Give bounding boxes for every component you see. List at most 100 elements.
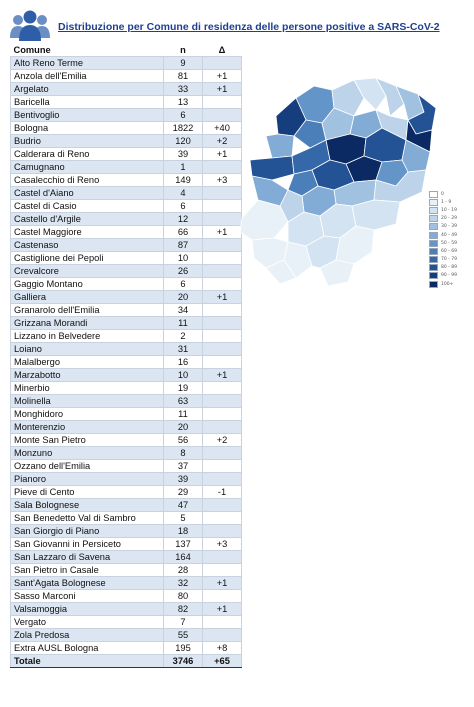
comune-cell: Anzola dell'Emilia [10,69,164,83]
legend-label: 70 - 79 [441,257,457,263]
count-cell: 37 [163,459,203,473]
table-row: Galliera 20 +1 [10,290,242,304]
count-cell: 55 [163,628,203,642]
count-cell: 12 [163,212,203,226]
comune-cell: Gaggio Montano [10,277,164,291]
count-cell: 10 [163,368,203,382]
table-row: Calderara di Reno 39 +1 [10,147,242,161]
count-cell: 10 [163,251,203,265]
table-row: Extra AUSL Bologna 195 +8 [10,641,242,655]
delta-cell [202,329,242,343]
table-row: Castello d'Argile 12 [10,212,242,226]
count-cell: 6 [163,199,203,213]
map-region [405,119,433,153]
legend-item: 30 - 39 [429,223,457,231]
table-row: Casalecchio di Reno 149 +3 [10,173,242,187]
count-cell: 56 [163,433,203,447]
delta-cell [202,511,242,525]
table-row: Malalbergo 16 [10,355,242,369]
count-cell: 39 [163,147,203,161]
table-row: Sant'Agata Bolognese 32 +1 [10,576,242,590]
comune-cell: Lizzano in Belvedere [10,329,164,343]
legend-label: 0 [441,191,444,197]
legend-item: 80 - 89 [429,264,457,272]
delta-cell [202,472,242,486]
delta-cell [202,446,242,460]
legend-swatch [429,231,438,239]
comune-cell: Castel di Casio [10,199,164,213]
legend-swatch [429,190,438,198]
total-n: 3746 [163,654,203,668]
comune-cell: Monterenzio [10,420,164,434]
map-region [265,259,297,285]
legend-label: 40 - 49 [441,232,457,238]
legend-label: 50 - 59 [441,240,457,246]
table-row: Bologna 1822 +40 [10,121,242,135]
comune-cell: Sant'Agata Bolognese [10,576,164,590]
count-cell: 1822 [163,121,203,135]
total-row: Totale 3746 +65 [10,654,242,668]
table-body: Alto Reno Terme 9 Anzola dell'Emilia 81 +1 Ar… [10,56,242,655]
comune-cell: Castenaso [10,238,164,252]
count-cell: 8 [163,446,203,460]
count-cell: 32 [163,576,203,590]
delta-cell: +2 [202,433,242,447]
people-group-icon [10,10,50,41]
delta-cell [202,394,242,408]
table-row: Budrio 120 +2 [10,134,242,148]
delta-cell: +1 [202,82,242,96]
comune-cell: Monzuno [10,446,164,460]
delta-cell: +3 [202,537,242,551]
comune-cell: Galliera [10,290,164,304]
legend-swatch [429,223,438,231]
delta-cell [202,615,242,629]
table-row: Grizzana Morandi 11 [10,316,242,330]
map-region [265,133,295,159]
legend-item: 60 - 69 [429,247,457,255]
comune-cell: Casalecchio di Reno [10,173,164,187]
table-row: San Giorgio di Piano 18 [10,524,242,538]
legend-item: 50 - 59 [429,239,457,247]
delta-cell [202,355,242,369]
column-header-delta: Δ [202,44,242,57]
comune-cell: San Pietro in Casale [10,563,164,577]
table-row: Crevalcore 26 [10,264,242,278]
count-cell: 13 [163,95,203,109]
table-row: Bentivoglio 6 [10,108,242,122]
table-row: Ozzano dell'Emilia 37 [10,459,242,473]
province-choropleth-map [239,77,437,287]
comune-cell: Zola Predosa [10,628,164,642]
delta-cell [202,342,242,356]
legend-swatch [429,280,438,288]
count-cell: 20 [163,420,203,434]
legend-label: 90 - 99 [441,273,457,279]
total-delta: +65 [202,654,242,668]
delta-cell [202,238,242,252]
count-cell: 1 [163,160,203,174]
count-cell: 5 [163,511,203,525]
delta-cell [202,56,242,70]
table-row: Sala Bolognese 47 [10,498,242,512]
delta-cell [202,420,242,434]
comune-cell: Minerbio [10,381,164,395]
legend-swatch [429,239,438,247]
table-row: Vergato 7 [10,615,242,629]
count-cell: 20 [163,290,203,304]
comune-cell: Crevalcore [10,264,164,278]
count-cell: 2 [163,329,203,343]
table-row: San Benedetto Val di Sambro 5 [10,511,242,525]
comune-cell: Argelato [10,82,164,96]
count-cell: 7 [163,615,203,629]
table-row: Castiglione dei Pepoli 10 [10,251,242,265]
count-cell: 6 [163,277,203,291]
legend-item: 90 - 99 [429,272,457,280]
delta-cell: +1 [202,602,242,616]
legend-swatch [429,272,438,280]
delta-cell: +1 [202,368,242,382]
delta-cell [202,108,242,122]
legend-item: 10 - 19 [429,206,457,214]
legend-swatch [429,247,438,255]
table-row: Castel di Casio 6 [10,199,242,213]
delta-cell [202,498,242,512]
table-row: Monzuno 8 [10,446,242,460]
